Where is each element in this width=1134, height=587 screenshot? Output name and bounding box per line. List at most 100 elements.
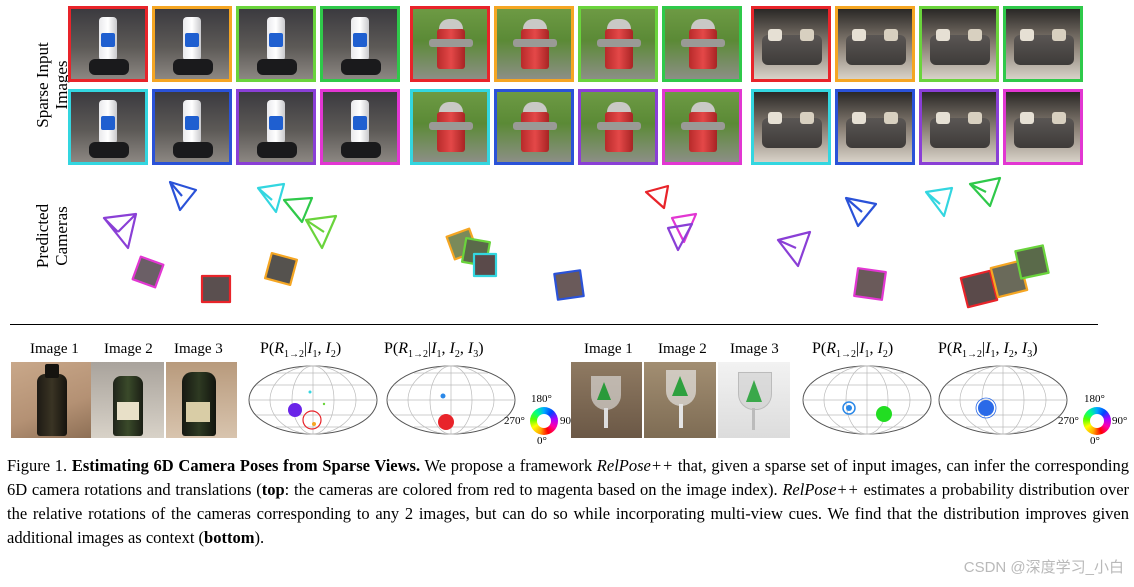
robot-input-image <box>320 6 400 82</box>
rotation-mode-marker <box>978 400 994 416</box>
rotation-mode-marker <box>288 403 302 417</box>
sparse-input-label: Sparse Input Images <box>33 37 71 133</box>
wheel-label-left: 270° <box>1058 415 1079 427</box>
hydrant-input-image <box>578 6 658 82</box>
wheel-label-bottom: 0° <box>537 435 547 447</box>
hydrant-input-image <box>494 89 574 165</box>
right-image3-label: Image 3 <box>730 341 779 357</box>
couch-input-image <box>835 89 915 165</box>
rotation-mode-marker <box>322 402 326 406</box>
predicted-cameras-label: Predicted Cameras <box>33 188 71 284</box>
wheel-label-top: 180° <box>1084 393 1105 405</box>
camera-frustum <box>256 182 286 214</box>
wheel-label-bottom: 0° <box>1090 435 1100 447</box>
couch-input-image <box>1003 89 1083 165</box>
left-triple-distribution <box>386 365 516 435</box>
camera-frustum <box>924 186 954 218</box>
couch-input-image <box>835 6 915 82</box>
wheel-label-right: 90° <box>1112 415 1128 427</box>
right-image1 <box>571 362 642 438</box>
left-image3 <box>166 362 237 438</box>
camera-frustum <box>553 269 585 301</box>
hydrant-input-image <box>410 89 490 165</box>
caption-text-2: that, given a sparse set of input images… <box>7 456 1130 499</box>
camera-frustum <box>1014 244 1050 280</box>
predicted-cameras-label-line1: Predicted <box>33 203 52 269</box>
camera-frustum <box>776 230 812 268</box>
couch-input-image <box>751 6 831 82</box>
left-pair-distribution <box>248 365 378 435</box>
hydrant-cameras <box>445 184 698 301</box>
predicted-cameras-label-line2: Cameras <box>52 206 71 266</box>
caption-method-1: RelPose++ <box>596 456 674 475</box>
right-image1-label: Image 1 <box>584 341 633 357</box>
right-image3 <box>718 362 790 438</box>
robot-input-image <box>236 89 316 165</box>
left-formula-triple: P(R1→2|I1, I2, I3) <box>384 340 484 360</box>
right-formula-pair: P(R1→2|I1, I2) <box>812 340 893 360</box>
robot-input-image <box>320 89 400 165</box>
camera-frustum <box>168 180 198 212</box>
caption-top-word: top <box>261 480 285 499</box>
robot-input-image <box>152 89 232 165</box>
hydrant-input-image <box>578 89 658 165</box>
robot-cameras <box>102 180 338 304</box>
rotation-mode-marker <box>975 397 997 419</box>
rotation-mode-marker <box>438 414 454 430</box>
left-image1 <box>11 362 91 438</box>
camera-frustum <box>844 196 878 228</box>
robot-input-image <box>152 6 232 82</box>
sparse-input-label-line1: Sparse Input <box>33 42 52 128</box>
left-formula-pair-text: P(R1→2|I1, I2) <box>260 340 342 361</box>
left-image2-label: Image 2 <box>104 341 153 357</box>
left-formula-triple-text: P(R1→2|I1, I2, I3) <box>384 340 484 361</box>
camera-frustum <box>131 255 165 289</box>
rotation-mode-marker <box>302 410 322 430</box>
caption-text-3: : the cameras are colored from red to ma… <box>284 480 778 499</box>
left-image3-label: Image 3 <box>174 341 223 357</box>
camera-frustum <box>304 214 338 250</box>
camera-frustum <box>959 269 999 309</box>
robot-input-image <box>236 6 316 82</box>
rotation-mode-marker <box>842 401 856 415</box>
rotation-mode-marker <box>876 406 892 422</box>
left-image1-label: Image 1 <box>30 341 79 357</box>
caption-bottom-word: bottom <box>204 528 255 547</box>
caption-label: Figure 1. <box>7 456 68 475</box>
camera-frustum <box>853 267 887 301</box>
couch-input-image <box>1003 6 1083 82</box>
caption-title: Estimating 6D Camera Poses from Sparse V… <box>71 456 421 475</box>
right-triple-distribution <box>938 365 1068 435</box>
right-formula-triple-text: P(R1→2|I1, I2, I3) <box>938 340 1038 361</box>
right-image2 <box>644 362 716 438</box>
hydrant-input-image <box>662 6 742 82</box>
wheel-label-left: 270° <box>504 415 525 427</box>
robot-input-image <box>68 89 148 165</box>
figure-caption: Figure 1. Estimating 6D Camera Poses fro… <box>7 454 1129 550</box>
couch-input-image <box>919 6 999 82</box>
camera-frustum <box>666 222 694 252</box>
caption-method-2: RelPose++ <box>782 480 859 499</box>
rotation-mode-marker <box>312 422 316 426</box>
camera-frustum <box>282 196 314 224</box>
right-pair-distribution <box>802 365 932 435</box>
hydrant-input-image <box>662 89 742 165</box>
section-divider <box>10 324 1098 325</box>
right-formula-pair-text: P(R1→2|I1, I2) <box>812 340 894 361</box>
camera-frustum <box>968 176 1002 208</box>
wheel-label-top: 180° <box>531 393 552 405</box>
camera-frustum <box>102 212 138 250</box>
right-formula-triple: P(R1→2|I1, I2, I3) <box>938 340 1038 360</box>
camera-frustum <box>200 274 232 304</box>
rotation-mode-marker <box>440 393 446 399</box>
camera-frustum <box>644 184 670 210</box>
hydrant-input-image <box>494 6 574 82</box>
watermark: CSDN @深度学习_小白 <box>963 559 1124 576</box>
couch-input-image <box>919 89 999 165</box>
hydrant-input-image <box>410 6 490 82</box>
caption-text-4: estimates a probability distribution ove… <box>7 480 1130 547</box>
predicted-cameras-plot <box>102 176 1050 309</box>
couch-cameras <box>776 176 1050 309</box>
couch-input-image <box>751 89 831 165</box>
camera-frustum <box>263 251 299 287</box>
